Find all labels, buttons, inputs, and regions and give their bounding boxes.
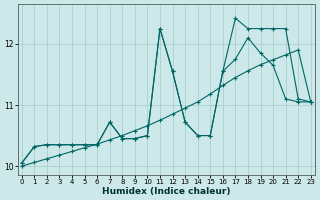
X-axis label: Humidex (Indice chaleur): Humidex (Indice chaleur)	[102, 187, 230, 196]
